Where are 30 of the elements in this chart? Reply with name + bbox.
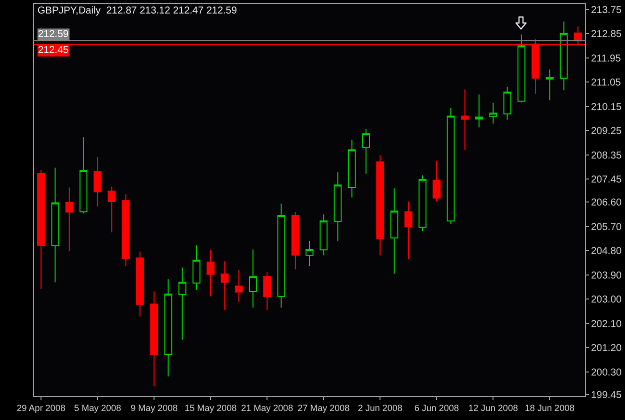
x-tick-label: 5 May 2008 bbox=[74, 402, 122, 413]
x-tick-label: 21 May 2008 bbox=[241, 402, 294, 413]
y-tick-label: 201.20 bbox=[591, 343, 622, 354]
y-tick-label: 208.35 bbox=[591, 150, 622, 162]
x-tick-label: 2 Jun 2008 bbox=[358, 402, 402, 413]
y-tick-label: 213.75 bbox=[591, 4, 622, 16]
y-tick-label: 200.30 bbox=[591, 367, 622, 378]
x-tick-label: 29 Apr 2008 bbox=[16, 402, 66, 413]
y-tick-label: 203.00 bbox=[591, 294, 622, 306]
x-tick-label: 27 May 2008 bbox=[298, 402, 350, 413]
x-tick-label: 6 Jun 2008 bbox=[414, 402, 459, 413]
y-tick-label: 204.80 bbox=[591, 246, 622, 258]
ref-line-label: 212.59 bbox=[38, 29, 70, 40]
y-tick-label: 211.05 bbox=[591, 78, 622, 89]
x-tick-label: 18 Jun 2008 bbox=[524, 402, 574, 413]
y-tick-label: 210.15 bbox=[591, 102, 622, 113]
x-tick-label: 12 Jun 2008 bbox=[468, 402, 518, 413]
y-tick-label: 203.90 bbox=[591, 270, 622, 282]
chart-title: GBPJPY,Daily 212.87 213.12 212.47 212.59 bbox=[38, 5, 238, 16]
y-tick-label: 207.45 bbox=[591, 174, 622, 186]
y-tick-label: 212.85 bbox=[591, 29, 622, 40]
y-tick-label: 199.45 bbox=[591, 390, 622, 402]
y-tick-label: 209.25 bbox=[591, 126, 622, 138]
x-tick-label: 9 May 2008 bbox=[130, 402, 178, 413]
y-tick-label: 206.60 bbox=[591, 198, 622, 209]
ref-line-label: 212.45 bbox=[38, 45, 70, 56]
x-tick-label: 15 May 2008 bbox=[184, 402, 237, 413]
y-tick-label: 211.95 bbox=[591, 53, 622, 64]
y-tick-label: 202.10 bbox=[591, 318, 622, 330]
y-tick-label: 205.70 bbox=[591, 222, 622, 233]
